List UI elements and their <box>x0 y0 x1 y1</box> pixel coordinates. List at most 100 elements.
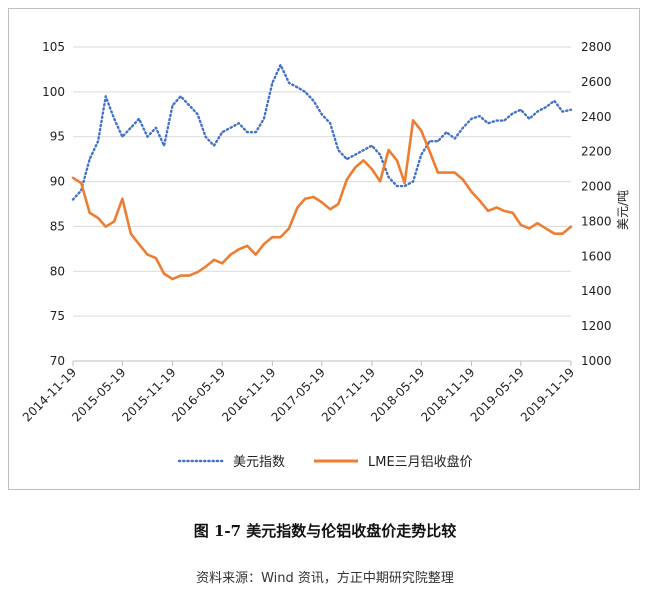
data-point <box>337 203 340 205</box>
data-point <box>396 159 398 162</box>
chart-svg: 70 75 80 85 90 95 100 105 1000 1200 1400 1600 1800 20… <box>20 40 630 470</box>
data-point <box>545 106 547 108</box>
data-point <box>445 171 448 174</box>
data-point <box>503 119 505 122</box>
axes <box>72 360 572 366</box>
data-point <box>304 91 306 93</box>
legend: 美元指数 LME三月铝收盘价 <box>177 454 473 470</box>
data-point <box>229 253 232 256</box>
data-point <box>420 129 423 132</box>
y-right-tick-label: 1000 <box>581 354 612 368</box>
data-point <box>296 86 299 89</box>
data-point <box>138 243 140 245</box>
data-point <box>238 248 240 251</box>
data-point <box>387 149 390 151</box>
data-point <box>304 197 306 200</box>
data-point <box>163 144 165 147</box>
figure-caption: 图 1-7 美元指数与伦铝收盘价走势比较 <box>193 522 457 540</box>
data-point <box>462 126 464 129</box>
data-point <box>329 122 331 125</box>
data-point <box>196 113 199 116</box>
data-point <box>561 110 564 113</box>
data-point <box>271 82 274 84</box>
y-right-tick-label: 2800 <box>581 40 612 54</box>
data-point <box>213 259 215 261</box>
data-point <box>354 153 357 156</box>
data-point <box>121 135 124 138</box>
data-point <box>412 180 414 183</box>
data-point <box>88 211 91 214</box>
data-point <box>329 208 331 211</box>
data-point <box>387 176 390 178</box>
data-point <box>320 113 323 116</box>
data-point <box>511 112 514 115</box>
y-right-tick-label: 2600 <box>581 75 612 89</box>
y-right-tick-label: 1600 <box>581 249 612 263</box>
data-point <box>354 166 357 169</box>
y-right-axis-title: 美元/吨 <box>616 190 630 230</box>
data-point <box>503 210 505 212</box>
data-point <box>288 227 290 230</box>
data-point <box>420 153 423 156</box>
data-point <box>528 117 531 120</box>
data-point <box>188 104 190 107</box>
data-point <box>130 126 132 129</box>
data-point <box>445 131 448 134</box>
data-point <box>72 177 74 179</box>
data-point <box>511 211 514 214</box>
tick-labels: 70 75 80 85 90 95 100 105 1000 1200 1400 1600 1800 20… <box>20 40 630 424</box>
data-point <box>104 225 107 228</box>
y-right-tick-label: 2200 <box>581 145 612 159</box>
data-point <box>263 117 265 120</box>
data-point <box>104 95 107 98</box>
data-point <box>470 117 473 120</box>
data-point <box>263 243 265 245</box>
data-point <box>271 236 274 238</box>
data-point <box>346 178 348 181</box>
y-left-tick-label: 70 <box>50 354 65 368</box>
data-point <box>528 227 531 230</box>
data-point <box>213 144 215 147</box>
data-point <box>288 82 290 84</box>
data-point <box>553 100 556 102</box>
data-point <box>179 95 182 98</box>
data-point <box>221 131 223 134</box>
data-point <box>312 100 315 102</box>
data-point <box>462 178 464 181</box>
data-point <box>138 117 140 120</box>
data-point <box>536 222 539 224</box>
data-point <box>437 140 439 142</box>
data-point <box>163 272 165 275</box>
data-point <box>428 150 431 153</box>
data-point <box>495 206 498 209</box>
data-point <box>279 64 282 66</box>
data-point <box>246 131 249 134</box>
data-point <box>204 135 207 138</box>
data-point <box>171 104 174 107</box>
y-left-tick-label: 85 <box>50 219 65 233</box>
data-point <box>188 274 190 277</box>
data-point <box>487 122 489 125</box>
data-point <box>221 262 223 265</box>
data-point <box>396 185 398 187</box>
grid-lines <box>73 46 571 362</box>
y-left-tick-label: 105 <box>42 40 65 54</box>
y-left-tick-label: 100 <box>42 85 65 99</box>
data-point <box>296 206 299 209</box>
data-point <box>155 126 157 129</box>
data-point <box>97 217 99 219</box>
data-point <box>204 266 207 268</box>
y-right-tick-label: 1800 <box>581 214 612 228</box>
data-point <box>487 210 489 212</box>
data-point <box>171 278 174 280</box>
data-point <box>371 168 373 170</box>
data-point <box>246 245 249 247</box>
data-point <box>346 158 348 160</box>
series-layer <box>71 63 573 281</box>
data-point <box>88 158 91 160</box>
data-point <box>337 149 340 151</box>
data-point <box>454 171 456 174</box>
y-right-tick-label: 1200 <box>581 319 612 333</box>
y-right-tick-label: 1400 <box>581 284 612 298</box>
data-point <box>254 131 257 134</box>
